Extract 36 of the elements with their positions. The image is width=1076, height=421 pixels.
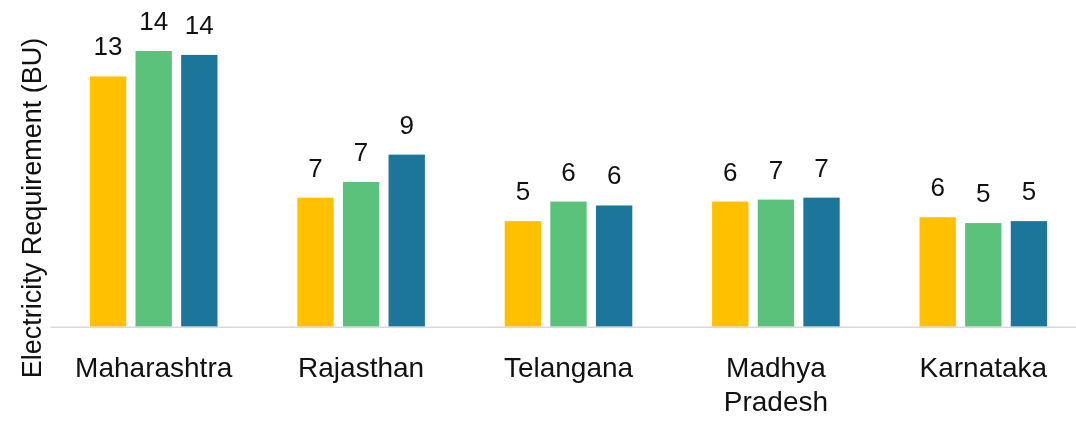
x-tick-label: Madhya Pradesh <box>723 351 829 417</box>
data-label: 6 <box>561 156 576 187</box>
data-label: 7 <box>768 154 784 185</box>
bar <box>504 221 542 327</box>
data-label: 14 <box>139 6 169 36</box>
bar <box>297 197 334 327</box>
bar <box>135 51 172 327</box>
data-label: 14 <box>184 9 214 40</box>
bar <box>550 201 587 327</box>
data-label: 5 <box>976 178 991 209</box>
x-tick-label: Maharashtra <box>75 351 233 383</box>
data-label: 13 <box>93 31 123 62</box>
data-label: 5 <box>515 176 531 207</box>
bar <box>712 201 749 327</box>
bar <box>803 197 840 327</box>
x-tick-label: Karnataka <box>919 351 1048 383</box>
bar <box>1010 221 1048 327</box>
data-label: 6 <box>606 160 622 191</box>
data-label: 5 <box>1021 176 1037 207</box>
data-label: 7 <box>308 152 323 183</box>
bar <box>919 217 956 327</box>
bar <box>965 223 1002 327</box>
bar <box>181 54 218 327</box>
bar <box>388 154 425 327</box>
data-label: 6 <box>723 156 738 187</box>
data-label: 7 <box>353 137 369 168</box>
x-tick-label: Rajasthan <box>298 351 425 383</box>
bar <box>595 205 633 327</box>
bar <box>757 199 795 327</box>
data-label: 9 <box>399 109 414 140</box>
data-label: 6 <box>930 172 945 203</box>
y-axis-title: Electricity Requirement (BU) <box>17 37 47 379</box>
bar <box>342 182 380 327</box>
data-label: 7 <box>814 152 829 183</box>
x-tick-label: Telangana <box>503 351 634 383</box>
bar <box>89 76 127 327</box>
